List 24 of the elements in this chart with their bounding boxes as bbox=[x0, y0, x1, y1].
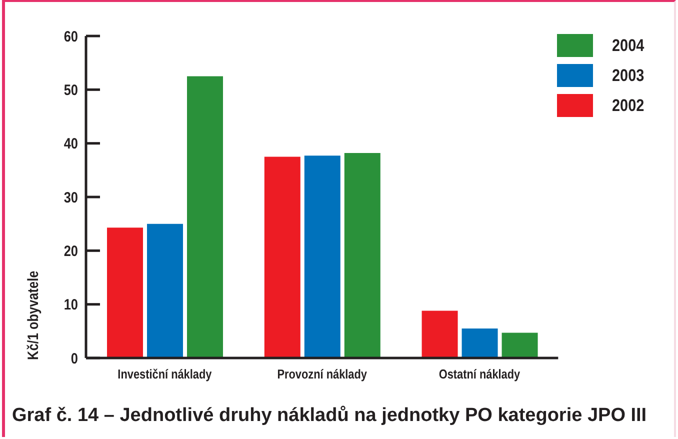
bar bbox=[187, 76, 223, 358]
text: Graf č. 14 – Jednotlivé druhy nákladů na jednotky PO kategorie JPO III bbox=[12, 405, 647, 427]
x-tick-label: Provozní náklady bbox=[277, 366, 368, 382]
x-tick-label: Ostatní náklady bbox=[438, 366, 520, 382]
bar bbox=[462, 328, 498, 358]
y-tick-label: 0 bbox=[70, 349, 78, 367]
y-tick-label: 10 bbox=[64, 296, 78, 313]
legend-label: 2003 bbox=[612, 66, 644, 86]
legend-label: 2004 bbox=[612, 36, 644, 56]
bar bbox=[502, 332, 538, 358]
y-tick-label: 60 bbox=[64, 27, 78, 45]
legend-label: 2002 bbox=[612, 96, 644, 116]
bar bbox=[107, 228, 143, 358]
bar bbox=[147, 224, 183, 358]
bar bbox=[304, 156, 340, 358]
y-axis-title: Kč/1 obyvatele bbox=[24, 270, 42, 360]
x-tick-label: Investiční náklady bbox=[118, 366, 212, 382]
y-tick-label: 30 bbox=[64, 188, 78, 206]
bar bbox=[422, 310, 458, 358]
bar bbox=[264, 156, 300, 358]
y-tick-label: 50 bbox=[64, 81, 78, 98]
bar bbox=[344, 152, 380, 358]
y-tick-label: 20 bbox=[64, 242, 78, 260]
y-tick-label: 40 bbox=[64, 134, 78, 152]
